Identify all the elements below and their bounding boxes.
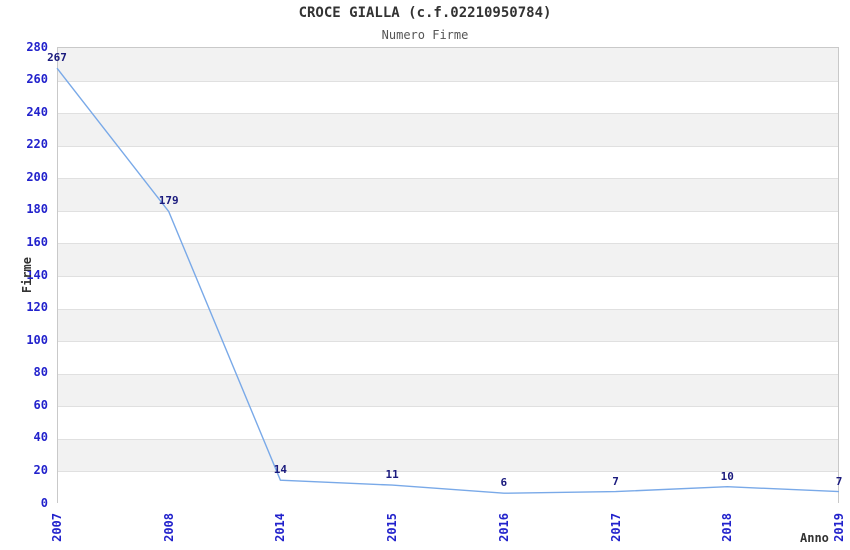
chart-subtitle: Numero Firme xyxy=(381,28,469,42)
gridline xyxy=(58,373,838,375)
plot-band xyxy=(58,113,838,146)
point-value-label: 11 xyxy=(385,468,399,482)
point-value-label: 14 xyxy=(273,463,288,477)
y-tick-label: 140 xyxy=(26,267,48,282)
x-tick-label: 2008 xyxy=(161,513,176,542)
gridline xyxy=(58,178,838,180)
x-tick-label: 2007 xyxy=(50,513,64,542)
x-tick-label: 2014 xyxy=(273,513,288,542)
y-tick-label: 260 xyxy=(26,72,48,87)
gridline xyxy=(58,276,838,277)
plot-band xyxy=(58,210,838,244)
gridline xyxy=(58,243,838,245)
plot-band xyxy=(58,438,838,472)
y-axis-title: Firme xyxy=(20,257,34,294)
chart-title: CROCE GIALLA (c.f.02210950784) xyxy=(298,5,552,21)
gridline xyxy=(58,471,838,473)
y-tick-label: 80 xyxy=(33,365,48,380)
y-tick-label: 40 xyxy=(33,430,48,445)
point-value-label: 179 xyxy=(158,194,179,208)
gridline xyxy=(58,145,838,147)
point-value-label: 267 xyxy=(47,51,67,65)
point-value-label: 6 xyxy=(500,476,508,490)
gridline xyxy=(58,113,838,115)
gridline xyxy=(58,80,838,82)
point-value-label: 7 xyxy=(835,474,843,488)
y-tick-label: 60 xyxy=(33,397,48,412)
y-tick-label: 180 xyxy=(26,202,48,217)
x-tick-label: 2016 xyxy=(496,513,511,542)
y-tick-label: 20 xyxy=(33,462,48,477)
gridline xyxy=(58,341,838,343)
plot-band xyxy=(58,341,838,374)
plot-band xyxy=(58,145,838,179)
x-tick-label: 2015 xyxy=(385,513,400,542)
point-value-label: 7 xyxy=(612,474,619,488)
y-tick-label: 100 xyxy=(26,332,48,347)
point-value-label: 10 xyxy=(720,469,734,483)
plot-band xyxy=(58,373,838,407)
x-axis-title: Anno xyxy=(800,531,829,545)
plot-area xyxy=(57,47,839,504)
gridline xyxy=(58,210,838,212)
x-tick-label: 2019 xyxy=(832,513,846,542)
y-tick-label: 240 xyxy=(26,104,48,119)
plot-band xyxy=(58,308,838,342)
x-tick-label: 2018 xyxy=(720,513,735,542)
y-tick-label: 280 xyxy=(26,39,48,54)
x-tick-label: 2017 xyxy=(608,513,623,542)
y-tick-label: 220 xyxy=(26,137,48,152)
y-tick-label: 0 xyxy=(40,495,48,510)
y-tick-label: 160 xyxy=(26,234,48,249)
gridline xyxy=(58,438,838,440)
plot-band xyxy=(58,80,838,114)
y-tick-label: 120 xyxy=(26,300,48,315)
plot-band xyxy=(58,178,838,211)
gridline xyxy=(58,308,838,310)
y-tick-label: 200 xyxy=(26,169,48,184)
plot-band xyxy=(58,406,838,439)
plot-band xyxy=(58,276,838,309)
series-line xyxy=(56,67,840,494)
gridline xyxy=(58,406,838,408)
plot-band xyxy=(58,48,838,81)
